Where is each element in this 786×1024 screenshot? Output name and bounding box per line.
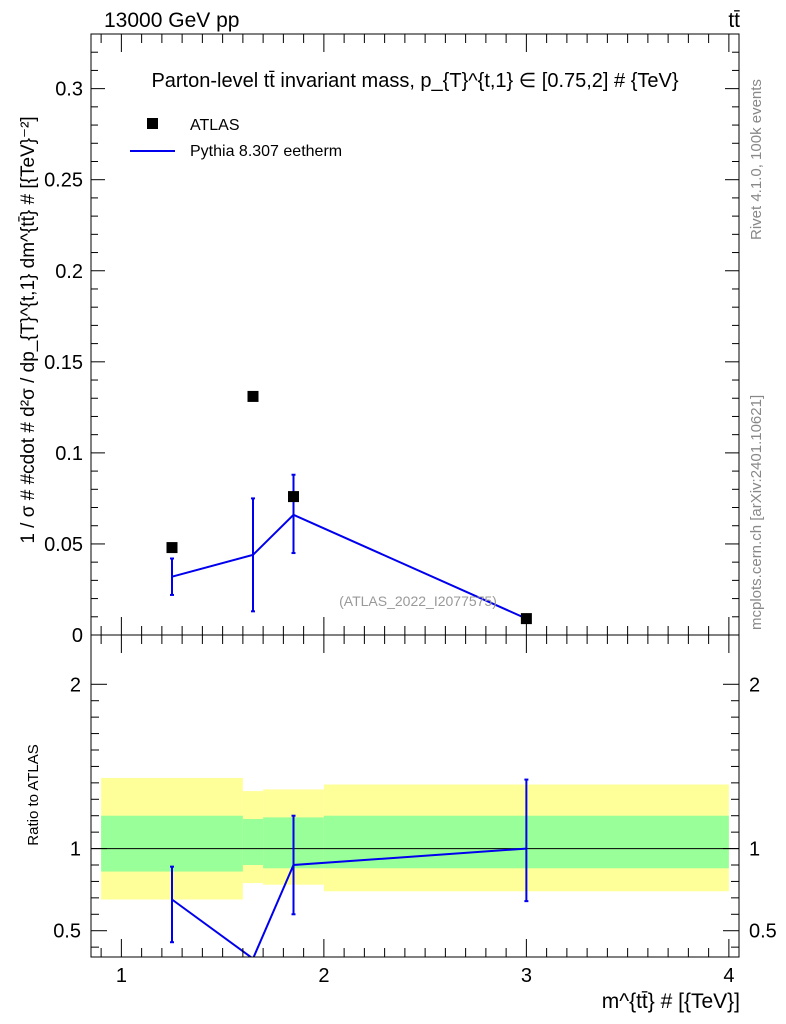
collision-label: 13000 GeV pp — [104, 9, 239, 32]
main-y-tick-label: 0.05 — [44, 534, 83, 556]
legend-atlas-label: ATLAS — [190, 117, 240, 134]
process-label: tt̄ — [728, 9, 740, 32]
legend-atlas-marker — [147, 118, 158, 129]
main-y-tick-label: 0.15 — [44, 352, 83, 374]
main-plot-area — [166, 390, 532, 625]
rivet-label: Rivet 4.1.0, 100k events — [748, 79, 765, 240]
main-frame — [90, 33, 740, 636]
atlas-data-point — [166, 542, 178, 554]
ratio-y-tick-label-left: 1 — [70, 839, 81, 861]
ratio-frame — [90, 634, 740, 958]
ratio-y-tick-label-right: 1 — [749, 839, 760, 861]
atlas-data-point — [247, 390, 259, 402]
main-panel: 0.05 0.1 0.15 0.2 0.25 0.3 0 Parton-level tt̄ … — [18, 33, 740, 647]
ratio-y-axis-label: Ratio to ATLAS — [25, 744, 42, 845]
main-y-axis-label: 1 / σ # #cdot # d²σ / dp_{T}^{t,1} dm^{t… — [18, 116, 39, 543]
main-y-tick-label: 0.1 — [55, 443, 83, 465]
legend: ATLAS Pythia 8.307 eetherm — [130, 117, 342, 160]
main-y-tick-label: 0.2 — [55, 261, 83, 283]
main-y-tick-label-zero: 0 — [72, 625, 83, 647]
legend-pythia-label: Pythia 8.307 eetherm — [190, 143, 342, 160]
ratio-y-tick-label-right: 2 — [749, 674, 760, 696]
ratio-line — [171, 847, 527, 957]
ratio-panel: 0.5 0.5 1 1 2 2 1 2 3 4 Ratio to ATLAS m^{tt̄} # … — [25, 634, 777, 1013]
analysis-watermark: (ATLAS_2022_I2077575) — [339, 593, 497, 609]
main-y-tick-label: 0.3 — [55, 79, 83, 101]
ratio-y-tick-label-right: 0.5 — [749, 921, 777, 943]
main-ticks: 0.05 0.1 0.15 0.2 0.25 0.3 0 — [44, 33, 739, 647]
pythia-line — [171, 513, 527, 620]
ratio-plot-area — [91, 777, 739, 957]
mcplots-label: mcplots.cern.ch [arXiv:2401.10621] — [748, 395, 765, 630]
main-y-tick-label: 0.25 — [44, 170, 83, 192]
main-title: Parton-level tt̄ invariant mass, p_{T}^{… — [151, 70, 678, 92]
x-tick-label: 1 — [116, 965, 127, 987]
ratio-y-tick-label-left: 2 — [70, 674, 81, 696]
atlas-data-point — [288, 491, 299, 503]
ratio-y-tick-label-left: 0.5 — [53, 921, 81, 943]
x-tick-label: 3 — [521, 965, 532, 987]
ratio-band-inner — [101, 815, 243, 872]
ratio-band-inner — [242, 819, 264, 865]
x-tick-label: 4 — [723, 965, 734, 987]
ratio-ticks: 0.5 0.5 1 1 2 2 1 2 3 4 — [53, 635, 777, 987]
x-tick-label: 2 — [318, 965, 329, 987]
x-axis-label: m^{tt̄} # [{TeV}] — [602, 990, 740, 1013]
